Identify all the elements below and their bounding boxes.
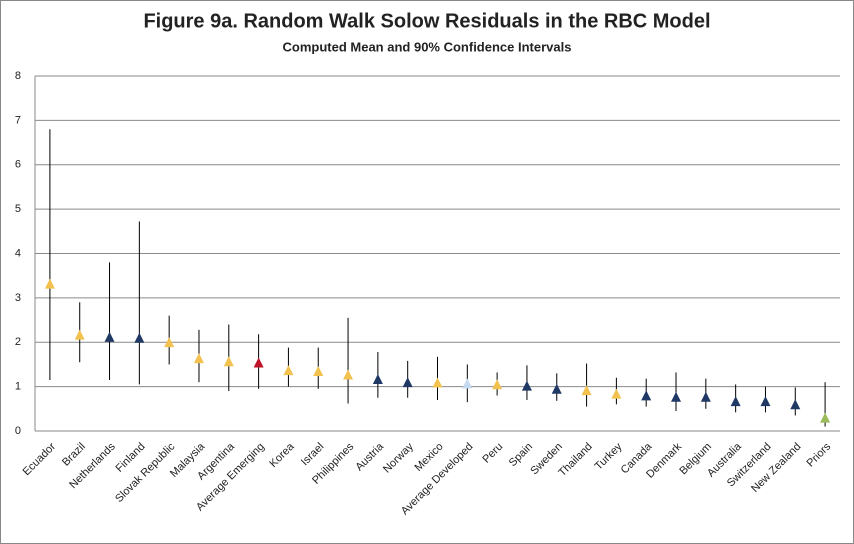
mean-marker [253,357,264,368]
y-tick-label: 7 [15,114,21,126]
y-tick-label: 4 [15,247,21,259]
mean-marker [611,388,622,399]
mean-marker [521,380,532,391]
mean-marker [343,369,354,380]
mean-marker [372,373,383,384]
mean-marker [44,278,55,289]
mean-marker [551,383,562,394]
y-tick-label: 6 [15,159,21,171]
y-tick-label: 5 [15,203,21,215]
y-tick-label: 1 [15,381,21,393]
mean-marker [462,378,473,389]
chart-title: Figure 9a. Random Walk Solow Residuals i… [143,10,710,32]
y-tick-label: 3 [15,292,21,304]
y-tick-label: 0 [15,425,21,437]
mean-marker [760,396,771,407]
y-tick-label: 2 [15,336,21,348]
mean-marker [641,390,652,401]
mean-marker [700,391,711,402]
y-tick-label: 8 [15,70,21,82]
mean-marker [581,385,592,396]
mean-marker [492,379,503,390]
mean-marker [104,331,115,342]
mean-marker [313,365,324,376]
mean-marker [223,356,234,367]
mean-marker [134,332,145,343]
mean-marker [671,391,682,402]
mean-marker [164,337,175,348]
mean-marker [790,399,801,410]
mean-marker [283,365,294,376]
mean-marker [74,329,85,340]
chart-subtitle: Computed Mean and 90% Confidence Interva… [283,39,572,54]
mean-marker [432,377,443,388]
mean-marker [820,412,831,423]
mean-marker [730,396,741,407]
mean-marker [193,353,204,364]
mean-marker [402,377,413,388]
